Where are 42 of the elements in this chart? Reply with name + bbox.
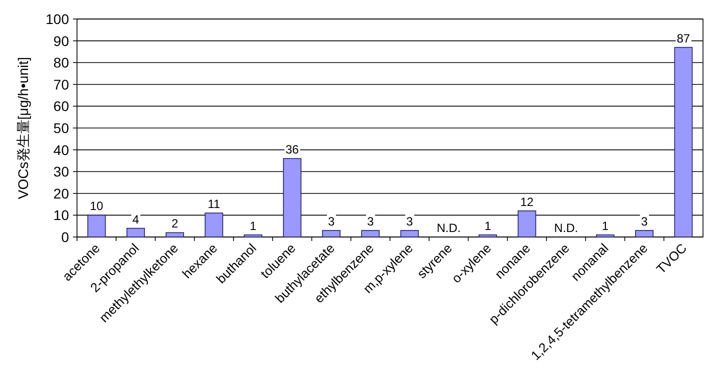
y-tick-label: 20 — [53, 185, 70, 202]
data-label: 10 — [90, 199, 104, 214]
bar — [322, 230, 341, 238]
y-tick-label: 0 — [61, 229, 70, 245]
data-label: 3 — [367, 214, 374, 228]
data-label: 1 — [250, 218, 257, 233]
bar — [361, 230, 380, 238]
bar — [400, 230, 419, 238]
data-label: 36 — [286, 142, 300, 157]
data-label: 3 — [640, 214, 648, 228]
bar — [87, 214, 106, 238]
y-axis-title: VOCs発生量[μg/h•unit] — [15, 56, 31, 200]
bar — [674, 46, 693, 238]
y-tick-label: 100 — [46, 11, 70, 27]
data-label: 87 — [676, 31, 690, 46]
y-tick-label: 30 — [53, 164, 70, 180]
data-label: 1 — [602, 218, 609, 233]
text: N.D. — [436, 221, 461, 235]
bar — [635, 230, 654, 238]
y-tick-label: 50 — [53, 120, 70, 136]
bar — [166, 232, 184, 238]
bar — [478, 234, 498, 238]
text: N.D. — [554, 221, 578, 235]
y-tick-label: 60 — [53, 98, 70, 114]
bar — [204, 212, 224, 238]
bar — [518, 210, 536, 238]
data-label: 12 — [520, 194, 534, 209]
y-tick-label: 10 — [53, 207, 70, 224]
y-tick-label: 80 — [53, 54, 70, 71]
bar — [126, 228, 145, 238]
bar — [282, 158, 302, 238]
data-label: 11 — [208, 197, 220, 212]
bar — [244, 234, 262, 238]
data-label: 4 — [132, 212, 140, 226]
y-tick-label: 90 — [53, 32, 70, 49]
y-tick-label: 40 — [53, 142, 70, 158]
bar — [596, 234, 614, 238]
data-label: 2 — [171, 216, 178, 231]
y-tick-label: 70 — [53, 76, 70, 92]
data-label: 3 — [328, 214, 335, 228]
data-label: 3 — [406, 214, 414, 228]
data-label: 1 — [484, 218, 492, 233]
